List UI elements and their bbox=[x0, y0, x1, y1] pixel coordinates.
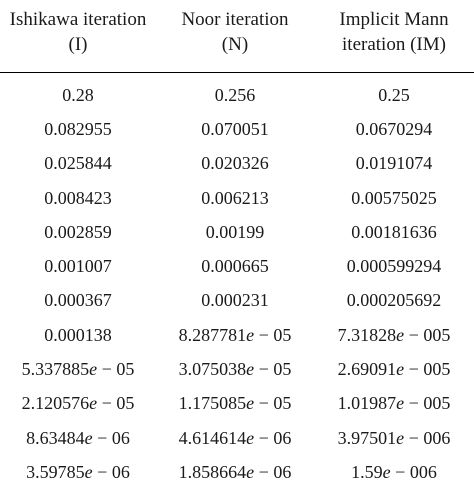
table-cell: 1.59e − 006 bbox=[351, 461, 437, 482]
table-cell: 0.000205692 bbox=[346, 290, 442, 311]
table-cell: 0.025844 bbox=[44, 153, 112, 174]
table-cell: 3.075038e − 05 bbox=[178, 359, 292, 380]
table-cell: 1.858664e − 06 bbox=[178, 461, 292, 482]
table-header-row: Ishikawa iteration (I) Noor iteration (N… bbox=[0, 0, 474, 73]
table-row: 0.025844 0.020326 0.0191074 bbox=[0, 147, 474, 181]
table-cell: 2.120576e − 05 bbox=[21, 393, 135, 414]
table-cell: 0.000665 bbox=[201, 256, 269, 277]
header-ishikawa-line2: (I) bbox=[68, 34, 88, 55]
table-cell: 0.070051 bbox=[201, 118, 269, 139]
table-row: 0.001007 0.000665 0.000599294 bbox=[0, 249, 474, 283]
header-noor: Noor iteration (N) bbox=[156, 0, 314, 72]
table-row: 0.28 0.256 0.25 bbox=[0, 78, 474, 112]
table-cell: 0.008423 bbox=[44, 187, 112, 208]
table-row: 3.59785e − 06 1.858664e − 06 1.59e − 006 bbox=[0, 455, 474, 489]
header-ishikawa: Ishikawa iteration (I) bbox=[0, 0, 156, 72]
table-row: 8.63484e − 06 4.614614e − 06 3.97501e − 00… bbox=[0, 421, 474, 455]
table-row: 0.002859 0.00199 0.00181636 bbox=[0, 215, 474, 249]
header-noor-line2: (N) bbox=[221, 34, 249, 55]
table-row: 0.000367 0.000231 0.000205692 bbox=[0, 284, 474, 318]
table-row: 0.008423 0.006213 0.00575025 bbox=[0, 181, 474, 215]
header-noor-line1: Noor iteration bbox=[181, 9, 289, 30]
header-implicit-mann: Implicit Mann iteration (IM) bbox=[314, 0, 474, 72]
table-cell: 0.000138 bbox=[44, 324, 112, 345]
header-implicit-mann-line2: iteration (IM) bbox=[342, 34, 446, 55]
table-row: 2.120576e − 05 1.175085e − 05 1.01987e − 0… bbox=[0, 387, 474, 421]
table-cell: 0.00181636 bbox=[351, 221, 437, 242]
table-cell: 0.00575025 bbox=[351, 187, 437, 208]
table-cell: 0.000231 bbox=[201, 290, 269, 311]
table-row: 0.000138 8.287781e − 05 7.31828e − 005 bbox=[0, 318, 474, 352]
table-cell: 0.006213 bbox=[201, 187, 269, 208]
table-cell: 0.020326 bbox=[201, 153, 269, 174]
table-cell: 3.97501e − 006 bbox=[337, 427, 451, 448]
table-cell: 1.01987e − 005 bbox=[337, 393, 451, 414]
table-cell: 0.0191074 bbox=[355, 153, 433, 174]
table-cell: 7.31828e − 005 bbox=[337, 324, 451, 345]
table-row: 5.337885e − 05 3.075038e − 05 2.69091e − 0… bbox=[0, 352, 474, 386]
table-cell: 0.00199 bbox=[205, 221, 265, 242]
header-ishikawa-line1: Ishikawa iteration bbox=[9, 9, 147, 30]
table-cell: 0.25 bbox=[378, 84, 410, 105]
table-cell: 0.000599294 bbox=[346, 256, 442, 277]
table-cell: 0.256 bbox=[214, 84, 256, 105]
table-cell: 0.002859 bbox=[44, 221, 112, 242]
table-row: 0.082955 0.070051 0.0670294 bbox=[0, 112, 474, 146]
table-cell: 2.69091e − 005 bbox=[337, 359, 451, 380]
table-cell: 8.287781e − 05 bbox=[178, 324, 292, 345]
table-cell: 5.337885e − 05 bbox=[21, 359, 135, 380]
table-cell: 0.0670294 bbox=[355, 118, 433, 139]
table-cell: 4.614614e − 06 bbox=[178, 427, 292, 448]
table-cell: 0.082955 bbox=[44, 118, 112, 139]
table-cell: 0.000367 bbox=[44, 290, 112, 311]
table-cell: 0.28 bbox=[62, 84, 94, 105]
table-cell: 3.59785e − 06 bbox=[26, 461, 130, 482]
table-body: 0.28 0.256 0.25 0.082955 0.070051 0.0670294 0.… bbox=[0, 73, 474, 490]
table-cell: 1.175085e − 05 bbox=[178, 393, 292, 414]
table-cell: 0.001007 bbox=[44, 256, 112, 277]
table-cell: 8.63484e − 06 bbox=[26, 427, 130, 448]
header-implicit-mann-line1: Implicit Mann bbox=[339, 9, 449, 30]
